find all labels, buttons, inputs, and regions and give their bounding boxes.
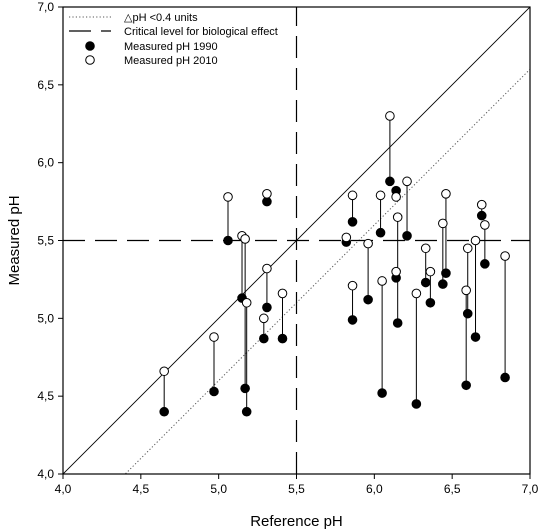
point-1990 <box>347 315 358 325</box>
point-2010 <box>241 297 252 308</box>
point-1990 <box>402 231 412 241</box>
y-tick-label: 4,5 <box>37 389 54 403</box>
y-tick-label: 7,0 <box>37 0 54 14</box>
point-1990 <box>480 259 490 269</box>
point-1990 <box>223 235 233 246</box>
plot-area <box>63 7 530 474</box>
point-2010 <box>347 190 358 201</box>
point-2010 <box>347 280 358 291</box>
point-1990 <box>347 217 358 227</box>
x-axis-title: Reference pH <box>250 513 343 530</box>
point-2010 <box>223 192 233 202</box>
y-tick-label: 4,0 <box>37 467 54 481</box>
point-1990 <box>259 333 269 344</box>
y-tick-label: 5,5 <box>37 234 54 248</box>
legend-label: △pH <0.4 units <box>124 12 198 24</box>
point-2010 <box>385 111 395 121</box>
point-2010 <box>411 288 422 299</box>
point-2010 <box>341 232 352 243</box>
x-tick-label: 5,5 <box>288 482 305 496</box>
point-1990 <box>411 399 422 409</box>
point-2010 <box>391 192 401 202</box>
point-1990 <box>420 277 431 288</box>
point-2010 <box>375 190 386 201</box>
point-1990 <box>262 302 272 313</box>
point-1990 <box>363 294 373 305</box>
legend-filled-circle-symbol <box>85 41 95 51</box>
y-tick-label: 6,5 <box>37 78 54 92</box>
point-2010 <box>262 189 272 199</box>
x-tick-label: 5,0 <box>210 482 227 496</box>
point-1990 <box>425 297 436 308</box>
point-2010 <box>392 212 403 222</box>
point-2010 <box>259 313 269 324</box>
point-2010 <box>402 176 412 187</box>
point-2010 <box>209 332 219 342</box>
point-2010 <box>391 266 401 277</box>
point-1990 <box>385 176 395 187</box>
point-2010 <box>500 251 510 261</box>
point-2010 <box>425 266 436 277</box>
y-tick-label: 5,0 <box>37 311 54 325</box>
point-2010 <box>240 234 250 244</box>
point-1990 <box>462 308 473 319</box>
point-1990 <box>438 279 448 289</box>
point-1990 <box>209 386 219 397</box>
point-1990 <box>241 406 252 417</box>
point-2010 <box>159 366 169 377</box>
point-1990 <box>377 388 387 398</box>
point-2010 <box>461 285 471 296</box>
y-axis-title: Measured pH <box>6 195 23 285</box>
point-1990 <box>240 383 250 394</box>
point-1990 <box>470 332 481 342</box>
point-2010 <box>480 220 490 230</box>
point-2010 <box>262 263 272 274</box>
point-2010 <box>277 288 288 299</box>
y-tick-label: 6,0 <box>37 156 54 170</box>
point-2010 <box>441 189 451 199</box>
legend-label: Measured pH 1990 <box>124 41 218 53</box>
point-1990 <box>375 227 386 238</box>
x-tick-label: 6,0 <box>366 482 383 496</box>
x-tick-label: 6,5 <box>444 482 461 496</box>
point-1990 <box>441 268 451 278</box>
point-2010 <box>438 218 448 229</box>
legend-label: Measured pH 2010 <box>124 55 218 67</box>
point-2010 <box>363 238 373 249</box>
point-1990 <box>476 210 487 221</box>
point-2010 <box>420 243 431 254</box>
x-tick-label: 4,0 <box>55 482 72 496</box>
point-1990 <box>461 380 471 391</box>
legend-open-circle-symbol <box>85 55 95 65</box>
point-2010 <box>377 276 387 286</box>
point-1990 <box>159 406 169 417</box>
x-tick-label: 7,0 <box>522 482 539 496</box>
point-2010 <box>476 199 487 210</box>
x-tick-label: 4,5 <box>132 482 149 496</box>
point-2010 <box>462 243 473 254</box>
point-2010 <box>470 235 481 246</box>
point-1990 <box>392 318 403 328</box>
point-1990 <box>277 333 288 344</box>
legend-label: Critical level for biological effect <box>124 26 278 38</box>
point-1990 <box>500 372 510 383</box>
